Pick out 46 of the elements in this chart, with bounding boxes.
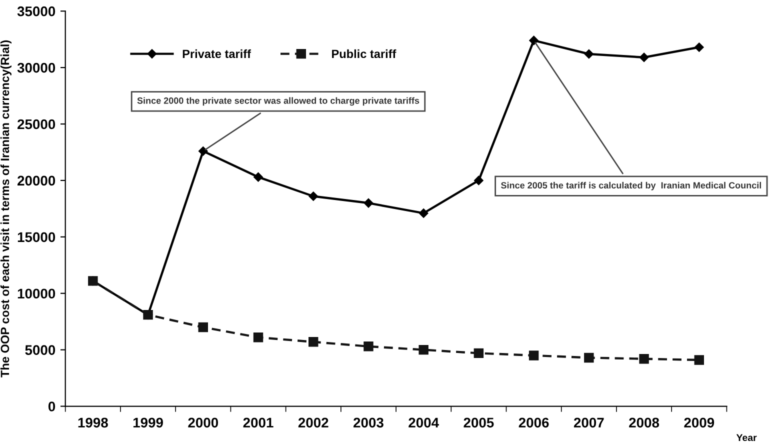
point [584,49,594,59]
x-tick-label: 2004 [408,418,439,428]
x-tick-label: 1999 [133,418,163,428]
point [254,172,263,182]
point [639,354,649,364]
x-tick-label: 2007 [574,418,604,428]
y-tick-label: 10000 [18,288,56,299]
annotation: Since 2000 the private sector was allowed to charge private tariffs [137,97,420,106]
x-axis-title: Year [736,434,757,442]
point [474,348,484,358]
y-tick-label: 15000 [18,232,56,242]
point [474,176,484,186]
point [529,36,538,46]
x-tick-label: 2000 [188,418,218,428]
point [639,52,649,62]
point [253,332,264,342]
y-tick-label: 5000 [25,345,56,355]
y-tick-label: 30000 [17,62,56,73]
x-tick-label: 2009 [684,418,714,428]
point [198,322,208,332]
legend-label: Public tariff [332,49,396,58]
point [418,344,428,355]
point [418,208,428,218]
point [364,198,374,208]
point [528,350,539,360]
point [308,337,318,347]
x-tick-label: 2001 [243,418,274,428]
x-tick-label: 2006 [518,418,549,428]
y-tick-label: 25000 [18,119,56,130]
x-tick-label: 2002 [298,418,328,428]
y-axis-title: The OOP cost of each visit in terms of Iranian currency(Rial) [0,40,12,378]
x-tick-label: 2005 [464,418,494,428]
point [694,355,704,365]
y-tick-label: 20000 [18,176,56,186]
legend-label: Private tariff [182,49,252,58]
point [308,192,318,201]
x-tick-label: 2008 [629,418,660,428]
x-tick-label: 1998 [78,418,108,428]
point [694,42,704,52]
point [584,352,594,363]
point [364,342,374,352]
annotation: Since 2005 the tariff is calculated by Iranian Medical Council [501,182,761,190]
point [198,146,208,156]
y-tick-label: 35000 [17,6,56,16]
y-tick-label: 0 [48,402,56,412]
x-tick-label: 2003 [354,418,384,428]
